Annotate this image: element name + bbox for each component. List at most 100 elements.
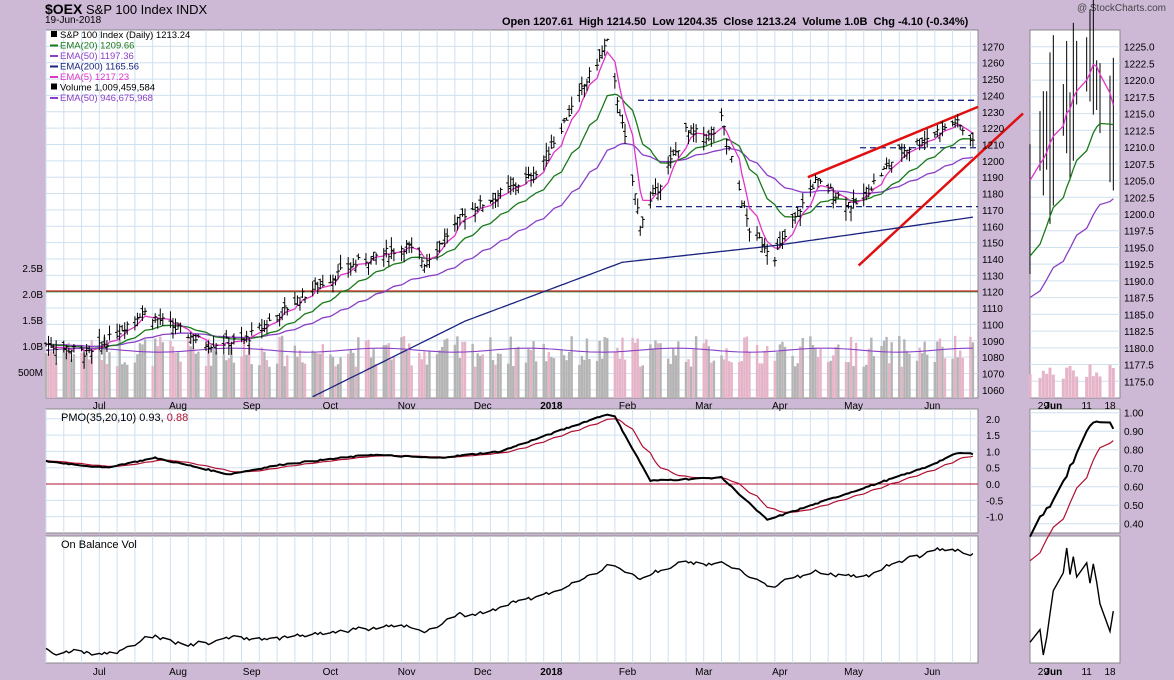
ema-lines <box>45 50 974 398</box>
volume-bar <box>517 346 520 398</box>
volume-bar <box>811 345 815 398</box>
volume-bar <box>222 354 225 398</box>
volume-bar <box>82 346 86 398</box>
volume-ema-line <box>45 347 973 353</box>
volume-bar <box>336 364 340 398</box>
x-tick-label: Feb <box>619 401 637 412</box>
price-tick-label: 1090 <box>982 337 1005 348</box>
pmo-line <box>45 413 974 521</box>
x-tick-label: Aug <box>169 401 187 412</box>
volume-bar <box>562 355 566 398</box>
volume-bar <box>837 344 840 398</box>
detail-volume-bar <box>1051 374 1055 398</box>
volume-bar <box>534 361 538 398</box>
detail-pmo-tick: 1.00 <box>1124 409 1144 420</box>
volume-bar <box>669 363 672 398</box>
volume-bar <box>118 339 121 398</box>
volume-bar <box>54 363 58 398</box>
volume-bar <box>435 354 439 398</box>
detail-x-tick: 29 <box>1038 667 1050 678</box>
detail-price-tick: 1225.0 <box>1124 43 1155 54</box>
volume-bar <box>489 337 492 398</box>
volume-bar <box>352 352 355 398</box>
detail-price-tick: 1210.0 <box>1124 143 1155 154</box>
chart-date: 19-Jun-2018 <box>45 15 102 26</box>
volume-bar <box>263 351 266 398</box>
volume-bar <box>331 356 335 398</box>
volume-bar <box>410 365 413 398</box>
pmo-panel-bg <box>45 408 979 534</box>
detail-price-tick: 1195.0 <box>1124 243 1154 254</box>
detail-volume-bar <box>1098 376 1102 398</box>
volume-bar <box>387 343 391 398</box>
volume-bar <box>479 355 482 398</box>
price-tick-label: 1180 <box>982 190 1004 201</box>
volume-bar <box>418 353 421 398</box>
price-tick-label: 1060 <box>982 386 1005 397</box>
detail-volume-bar <box>1071 370 1075 398</box>
detail-panel: 1175.0 1177.5 1180.0 1182.5 1185.0 1187.5 1190… <box>1028 0 1155 678</box>
volume-bar <box>458 358 462 398</box>
volume-bar <box>631 337 634 398</box>
volume-bar <box>872 356 876 398</box>
volume-bar <box>776 352 779 398</box>
symbol: $OEX <box>45 1 83 17</box>
volume-bar <box>606 338 609 398</box>
detail-price-tick: 1200.0 <box>1124 210 1155 221</box>
volume-bar <box>514 349 518 398</box>
volume-bar <box>390 359 393 398</box>
volume-bar <box>791 355 794 398</box>
volume-bar <box>651 348 655 398</box>
volume-bar <box>52 351 55 398</box>
volume-bar <box>463 341 467 398</box>
x-tick-label: Jun <box>924 667 940 678</box>
detail-price-tick: 1185.0 <box>1124 310 1154 321</box>
volume-bar <box>329 354 332 398</box>
volume-bar <box>438 350 441 398</box>
volume-bar <box>961 357 964 398</box>
detail-volume-bar <box>1028 374 1032 398</box>
volume-bar <box>230 347 233 398</box>
volume-tick-label: 500M <box>18 368 43 379</box>
volume-bar <box>473 366 477 398</box>
axis-labels: 1060 1070 1080 1090 1100 1110 1120 1130 1140 1150… <box>18 42 1005 678</box>
x-tick-label: Mar <box>695 401 713 412</box>
volume-bar <box>603 337 606 398</box>
volume-bar <box>133 362 137 398</box>
volume-bar <box>192 348 195 398</box>
volume-bar <box>108 352 111 398</box>
volume-bar <box>138 343 142 398</box>
volume-bar <box>232 362 236 398</box>
volume-bar <box>781 341 784 398</box>
volume-bar <box>425 364 429 398</box>
price-tick-label: 1260 <box>982 59 1005 70</box>
detail-volume-bar <box>1108 365 1112 398</box>
volume-bar <box>969 336 972 398</box>
legend-label: EMA(5) 1217.23 <box>60 72 129 83</box>
volume-bar <box>321 344 325 398</box>
detail-price-tick: 1205.0 <box>1124 177 1155 188</box>
volume-bar <box>550 356 553 398</box>
detail-pmo-line <box>1029 420 1115 538</box>
volume-bar <box>900 366 904 398</box>
detail-price-tick: 1192.5 <box>1124 260 1154 271</box>
detail-price-tick: 1197.5 <box>1124 227 1154 238</box>
volume-bar <box>710 362 713 398</box>
detail-x-tick: 18 <box>1104 401 1116 412</box>
volume-bar <box>618 358 622 398</box>
grids <box>45 30 978 663</box>
volume-bar <box>136 354 139 398</box>
volume-bar <box>819 348 822 398</box>
volume-bar <box>372 349 375 398</box>
volume-bar <box>971 342 975 398</box>
volume-bar <box>920 353 924 398</box>
legend-label: EMA(50) 946,675,968 <box>60 93 153 104</box>
volume-bar <box>405 349 408 398</box>
volume-bar <box>247 343 251 398</box>
volume-bar <box>349 348 352 398</box>
pmo-tick-label: 0.0 <box>986 480 1000 491</box>
x-tick-label: Nov <box>398 401 416 412</box>
volume-bar <box>941 346 944 398</box>
volume-bar <box>407 343 411 398</box>
volume-bar <box>953 335 957 398</box>
